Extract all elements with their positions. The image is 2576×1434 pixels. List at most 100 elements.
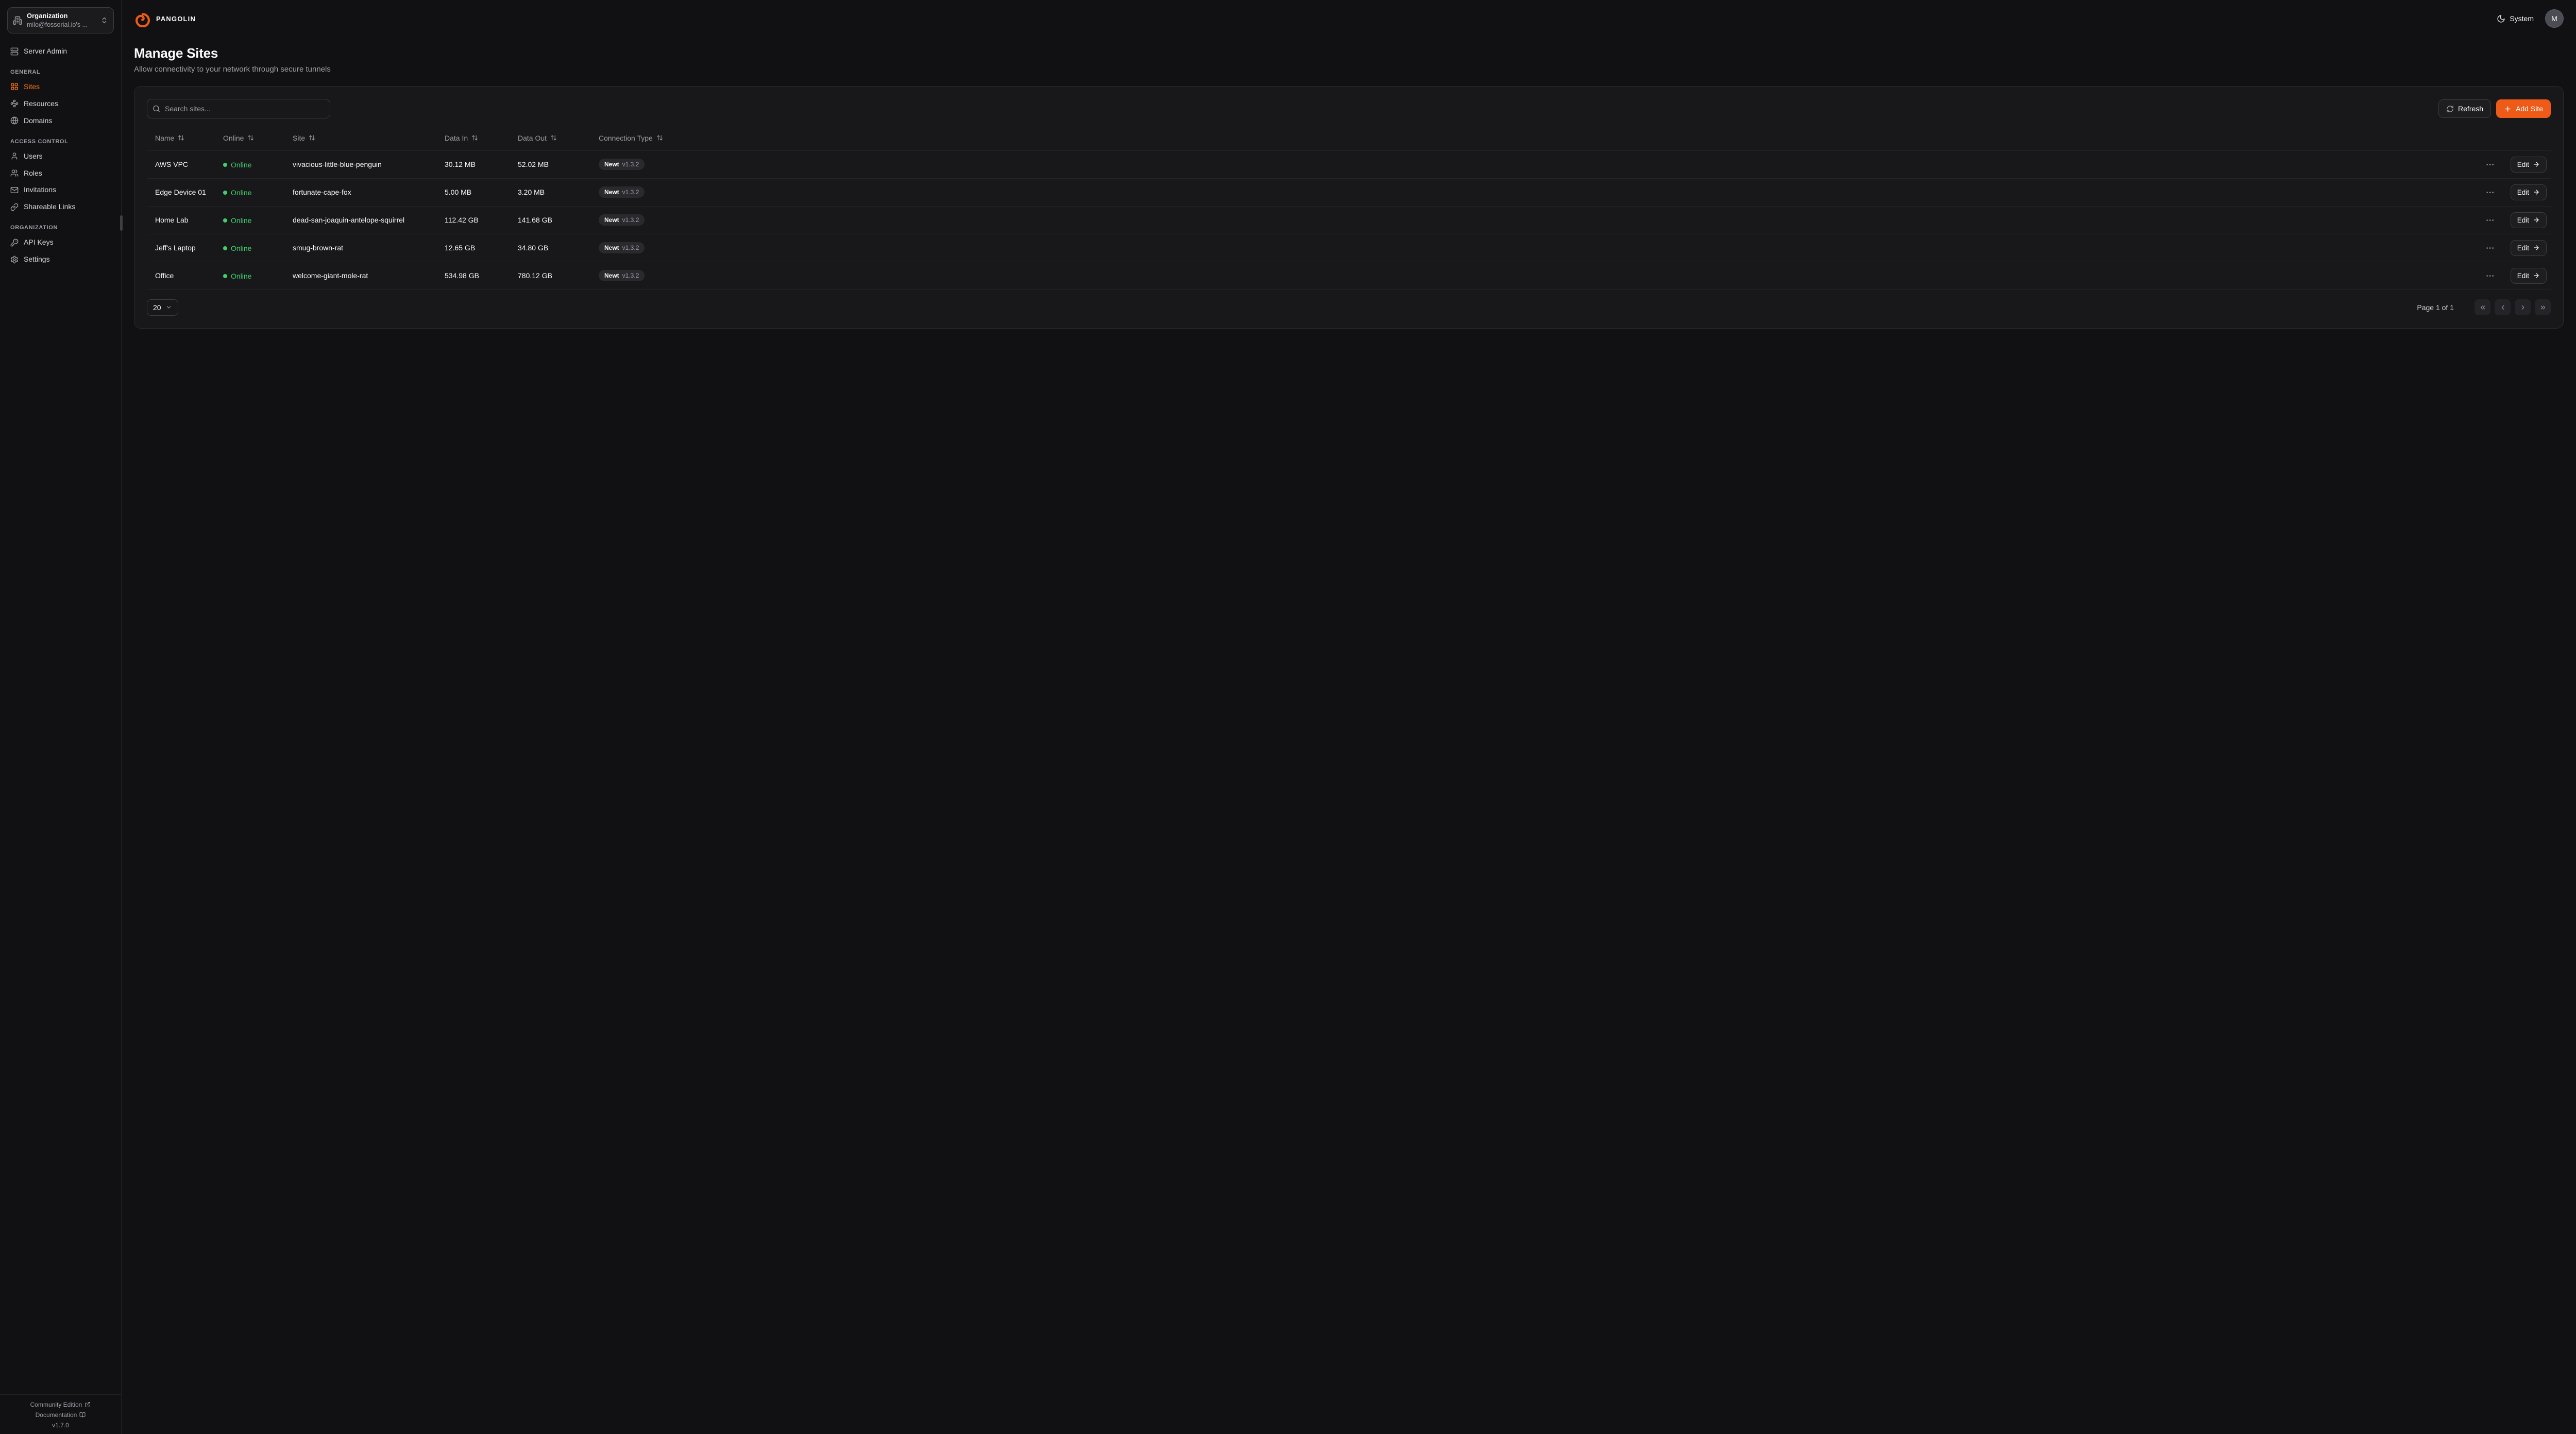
cell-data-out: 3.20 MB [514, 178, 595, 207]
brand: PANGOLIN [134, 10, 196, 27]
add-site-button[interactable]: Add Site [2496, 99, 2551, 118]
sort-name-button[interactable]: Name [155, 134, 184, 142]
edit-button[interactable]: Edit [2510, 267, 2547, 284]
connection-version-label: v1.3.2 [622, 244, 639, 251]
status-badge: Online [223, 189, 251, 197]
theme-label: System [2510, 14, 2534, 23]
sort-site-button[interactable]: Site [293, 134, 315, 142]
pager: Page 1 of 1 [2417, 299, 2551, 315]
status-badge: Online [223, 244, 251, 252]
table-row: Edge Device 01 Online fortunate-cape-fox… [147, 178, 2551, 207]
page-size-value: 20 [153, 303, 161, 312]
cell-data-out: 780.12 GB [514, 262, 595, 290]
avatar[interactable]: M [2545, 9, 2564, 28]
connection-type-label: Newt [604, 216, 619, 224]
search-input[interactable] [147, 99, 330, 118]
sort-icon [247, 134, 254, 141]
refresh-button[interactable]: Refresh [2438, 99, 2492, 118]
cell-data-in: 534.98 GB [440, 262, 514, 290]
arrow-right-icon [2533, 216, 2540, 224]
arrow-right-icon [2533, 244, 2540, 251]
online-dot [223, 162, 227, 167]
page-size-select[interactable]: 20 [147, 299, 178, 316]
sidebar-item-domains[interactable]: Domains [7, 112, 114, 129]
row-menu-button[interactable]: ⋯ [2483, 269, 2498, 282]
last-page-button[interactable] [2535, 299, 2551, 315]
chevron-right-icon [2519, 304, 2527, 311]
sort-icon [471, 134, 478, 141]
search-icon [152, 105, 160, 113]
documentation-link[interactable]: Documentation [36, 1411, 86, 1419]
sidebar-item-label: API Keys [24, 238, 54, 247]
edit-button[interactable]: Edit [2510, 156, 2547, 173]
sidebar-item-api-keys[interactable]: API Keys [7, 234, 114, 251]
cell-site: fortunate-cape-fox [289, 178, 440, 207]
edit-button[interactable]: Edit [2510, 240, 2547, 256]
sidebar-item-settings[interactable]: Settings [7, 251, 114, 268]
row-menu-button[interactable]: ⋯ [2483, 242, 2498, 254]
search-box [147, 99, 330, 118]
sidebar-resize-handle[interactable] [120, 215, 123, 231]
sidebar-item-invitations[interactable]: Invitations [7, 181, 114, 198]
sidebar-item-resources[interactable]: Resources [7, 95, 114, 112]
sidebar-item-users[interactable]: Users [7, 148, 114, 165]
connection-type-badge: Newt v1.3.2 [599, 270, 645, 281]
mail-icon [10, 186, 19, 194]
external-link-icon [84, 1402, 91, 1408]
connection-version-label: v1.3.2 [622, 272, 639, 279]
cell-data-in: 5.00 MB [440, 178, 514, 207]
edit-button[interactable]: Edit [2510, 184, 2547, 200]
sidebar-item-server-admin[interactable]: Server Admin [7, 43, 114, 60]
cell-site: welcome-giant-mole-rat [289, 262, 440, 290]
row-menu-button[interactable]: ⋯ [2483, 158, 2498, 171]
online-dot [223, 246, 227, 250]
sort-icon [656, 134, 663, 141]
documentation-label: Documentation [35, 1411, 77, 1419]
sidebar: Organization milo@fossorial.io's ... Ser… [0, 0, 122, 1434]
globe-icon [10, 116, 19, 125]
sort-connection-type-button[interactable]: Connection Type [599, 134, 663, 142]
row-menu-button[interactable]: ⋯ [2483, 214, 2498, 227]
status-label: Online [231, 271, 252, 280]
sidebar-item-label: Roles [24, 168, 42, 177]
cell-name: Home Lab [147, 206, 219, 234]
sidebar-item-roles[interactable]: Roles [7, 165, 114, 182]
pangolin-logo [134, 10, 151, 27]
community-edition-link[interactable]: Community Edition [30, 1401, 91, 1408]
sidebar-item-sites[interactable]: Sites [7, 78, 114, 95]
column-header-data-in: Data In [445, 133, 468, 142]
refresh-label: Refresh [2458, 105, 2484, 113]
sort-data-in-button[interactable]: Data In [445, 134, 478, 142]
org-picker[interactable]: Organization milo@fossorial.io's ... [7, 7, 114, 34]
theme-toggle[interactable]: System [2495, 11, 2536, 26]
sort-online-button[interactable]: Online [223, 134, 254, 142]
user-icon [10, 152, 19, 160]
prev-page-button[interactable] [2495, 299, 2511, 315]
edit-button[interactable]: Edit [2510, 212, 2547, 228]
main-content: PANGOLIN System M Manage Sites Allow con… [122, 0, 2576, 1434]
sidebar-item-label: Sites [24, 82, 40, 91]
sidebar-item-shareable-links[interactable]: Shareable Links [7, 198, 114, 215]
sidebar-item-label: Server Admin [24, 47, 67, 56]
online-dot [223, 218, 227, 223]
connection-type-badge: Newt v1.3.2 [599, 214, 645, 226]
cell-name: Edge Device 01 [147, 178, 219, 207]
building-icon [13, 16, 22, 25]
sites-icon [10, 82, 19, 91]
connection-type-badge: Newt v1.3.2 [599, 186, 645, 198]
first-page-button[interactable] [2475, 299, 2490, 315]
cell-data-out: 141.68 GB [514, 206, 595, 234]
sidebar-item-label: Shareable Links [24, 202, 76, 211]
card-footer: 20 Page 1 of 1 [147, 299, 2551, 316]
edit-label: Edit [2517, 188, 2529, 196]
sidebar-item-label: Domains [24, 116, 53, 125]
edit-label: Edit [2517, 216, 2529, 224]
row-menu-button[interactable]: ⋯ [2483, 186, 2498, 199]
sidebar-item-label: Resources [24, 99, 58, 108]
section-label-general: GENERAL [10, 69, 41, 76]
cell-data-in: 112.42 GB [440, 206, 514, 234]
sort-data-out-button[interactable]: Data Out [518, 134, 557, 142]
chevron-left-icon [2499, 304, 2506, 311]
status-badge: Online [223, 161, 251, 169]
next-page-button[interactable] [2515, 299, 2531, 315]
